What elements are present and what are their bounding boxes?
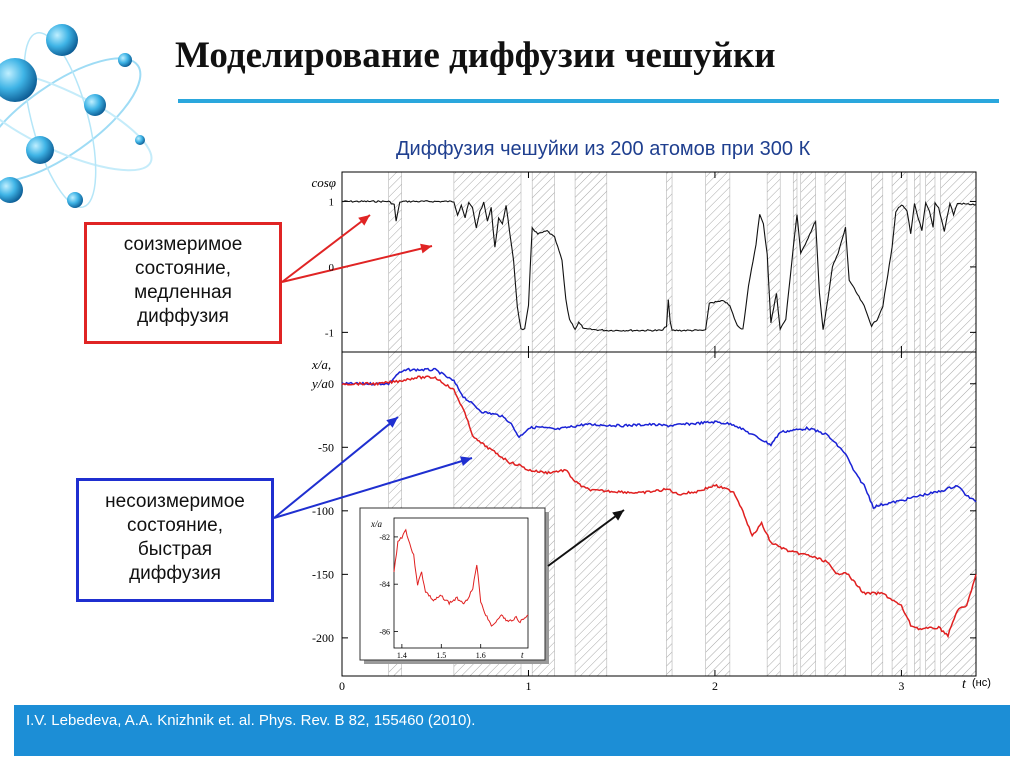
molecule-decoration [0, 24, 153, 208]
x-tick-label: 2 [712, 679, 718, 693]
x-tick-label: 3 [898, 679, 904, 693]
inset-y-tick-label: -84 [379, 580, 390, 589]
footer-bar: I.V. Lebedeva, A.A. Knizhnik et. al. Phy… [14, 705, 1010, 756]
incommensurate-state-callout: несоизмеримое состояние, быстрая диффузи… [76, 478, 274, 602]
arrow-red-head [358, 215, 370, 226]
inset-y-label: x/a [370, 519, 382, 529]
shaded-interval [666, 171, 673, 677]
shaded-interval [766, 171, 781, 677]
arrow-blue-head [386, 417, 398, 428]
citation-text: I.V. Lebedeva, A.A. Knizhnik et. al. Phy… [26, 712, 476, 729]
cos-phi-line [341, 200, 977, 332]
callout-line: быстрая [137, 539, 213, 560]
y-tick-label: -200 [312, 631, 334, 645]
position-panel-frame [341, 351, 977, 677]
arrow-inset [547, 509, 625, 567]
y-tick-label: -1 [325, 327, 334, 339]
arrow-inset-head [612, 510, 624, 521]
x-tick-label: 1 [525, 679, 531, 693]
arrow-red [281, 245, 433, 283]
callout-line: диффузия [129, 563, 221, 584]
title-underline [178, 99, 999, 103]
arrow-blue [273, 416, 399, 519]
y-position-line [341, 367, 977, 510]
inset-y-tick-label: -82 [379, 533, 390, 542]
y-tick-label: 0 [328, 377, 334, 391]
chart-subtitle: Диффузия чешуйки из 200 атомов при 300 К [396, 138, 811, 160]
slide-title: Моделирование диффузии чешуйки [175, 35, 776, 76]
x-axis-label: t [962, 677, 967, 692]
arrow-red-head [420, 243, 432, 254]
inset-y-tick-label: -86 [379, 627, 390, 636]
inset-x-label: t [521, 650, 524, 660]
arrow-blue-head [460, 456, 472, 466]
y-tick-label: -50 [318, 440, 334, 454]
callout-line: состояние, [126, 515, 224, 536]
x-over-a-label: x/a, [311, 357, 331, 372]
x-axis-unit: (нс) [972, 677, 991, 689]
shaded-interval [871, 171, 884, 677]
callout-line: состояние, [134, 258, 232, 279]
shaded-interval [914, 171, 921, 677]
cos-axis-label: cosφ [311, 175, 336, 190]
callout-line: несоизмеримое [105, 491, 245, 512]
x-tick-label: 0 [339, 679, 345, 693]
y-tick-label: 1 [329, 196, 335, 208]
y-tick-label: 0 [329, 262, 335, 274]
inset-box [359, 507, 546, 661]
y-over-a-label: y/a [310, 376, 328, 391]
arrow-blue [273, 457, 473, 519]
y-tick-label: -100 [312, 504, 334, 518]
callout-line: медленная [134, 282, 232, 303]
commensurate-state-callout: соизмеримое состояние, медленная диффузи… [84, 222, 282, 344]
x-position-line [341, 375, 977, 639]
inset-x-position-line [393, 528, 529, 627]
shaded-interval [925, 171, 936, 677]
y-tick-label: -150 [312, 567, 334, 581]
inset-frame [393, 517, 529, 649]
callout-line: диффузия [137, 306, 229, 327]
inset-x-tick-label: 1.5 [436, 651, 446, 660]
inset-x-tick-label: 1.6 [476, 651, 486, 660]
inset-x-tick-label: 1.4 [397, 651, 407, 660]
shaded-interval [824, 171, 846, 677]
arrow-red [281, 214, 371, 283]
shaded-interval [940, 171, 977, 677]
callout-line: соизмеримое [123, 234, 243, 255]
